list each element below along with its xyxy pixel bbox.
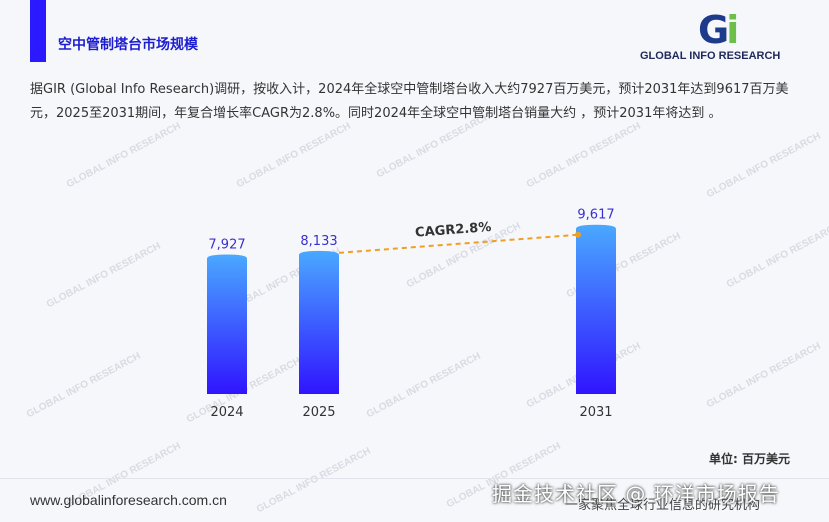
category-label-2031: 2031	[579, 405, 612, 420]
page-title: 空中管制塔台市场规模	[58, 37, 198, 53]
cagr-annotation: CAGR2.8%	[415, 220, 492, 241]
footer-divider	[0, 478, 829, 479]
title-accent-bar	[30, 0, 46, 62]
value-label-2025: 8,133	[300, 234, 337, 249]
logo-mark: Gi	[698, 8, 739, 52]
company-logo: Gi GLOBAL INFO RESEARCH	[640, 8, 810, 68]
unit-label: 单位: 百万美元	[709, 452, 790, 466]
market-size-chart: 7,927 2024 8,133 2025 9,617 2031 CAGR2.8%	[207, 208, 616, 420]
category-label-2025: 2025	[302, 405, 335, 420]
logo-watermark: GLOBAL INFO RESEARCH	[254, 445, 373, 516]
source-watermark: 掘金技术社区 @ 环洋市场报告	[492, 482, 780, 506]
bar-2024	[207, 254, 247, 394]
logo-text: GLOBAL INFO RESEARCH	[640, 50, 781, 62]
website-url: www.globalinforesearch.com.cn	[30, 492, 227, 508]
market-description: 据GIR (Global Info Research)调研，按收入计，2024年…	[30, 82, 789, 121]
cagr-trend-line	[338, 233, 579, 254]
bar-2025	[299, 250, 339, 394]
company-tagline: 一家聚焦全球行业信息的研究机构	[565, 498, 761, 513]
cagr-end-dot	[575, 231, 581, 238]
category-label-2024: 2024	[210, 405, 243, 420]
value-label-2024: 7,927	[208, 237, 245, 252]
value-label-2031: 9,617	[577, 208, 614, 223]
bar-2031	[576, 224, 616, 394]
